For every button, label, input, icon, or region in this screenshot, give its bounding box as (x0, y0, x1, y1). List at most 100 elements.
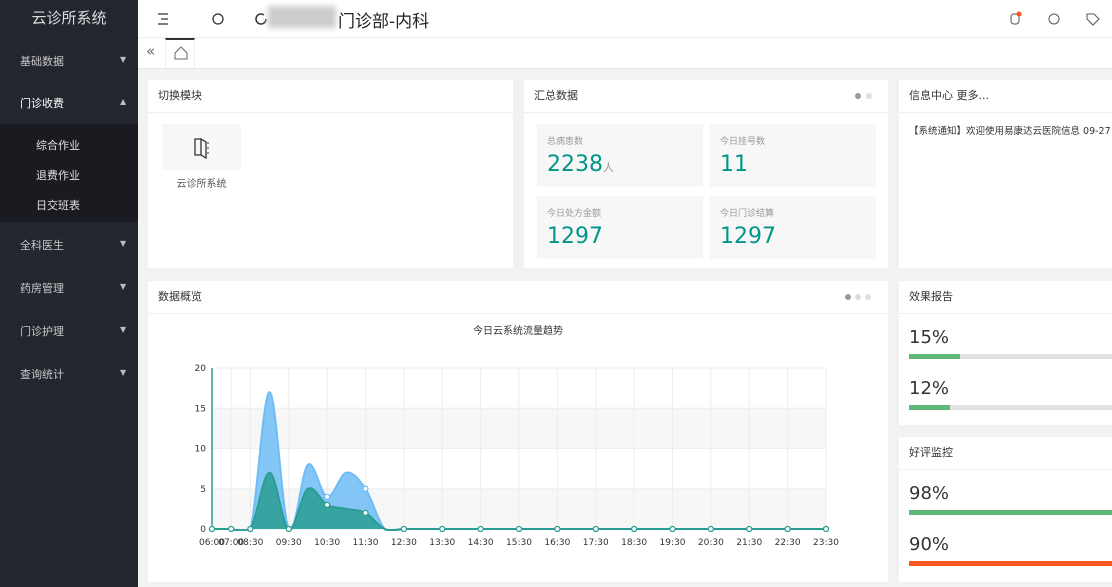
submenu: 综合作业 退费作业 日交班表 (0, 124, 138, 222)
point (822, 525, 830, 533)
x-tick-label: 19:30 (660, 538, 686, 548)
x-tick-label: 14:30 (468, 538, 494, 548)
stat-value: 1297 (547, 224, 603, 249)
info-card: 信息中心 更多... 【系统通知】欢迎使用易康达云医院信息 09-27 (899, 80, 1112, 268)
stat-box: 今日处方金额 1297 (537, 196, 703, 259)
area (212, 472, 826, 531)
menu-item[interactable]: 查询统计 (20, 368, 64, 381)
divider (899, 469, 1112, 470)
stat-box: 今日挂号数 11 (710, 124, 876, 187)
x-tick-label: 09:30 (276, 538, 302, 548)
caret: ▲ (120, 97, 127, 106)
x-tick-label: 21:30 (736, 538, 762, 548)
stat-box: 今日门诊结算 1297 (710, 196, 876, 259)
x-tick-label: 10:30 (314, 538, 340, 548)
card-title: 数据概览 (158, 290, 202, 303)
menu-item[interactable]: 门诊收费 (20, 97, 64, 110)
x-tick-label: 11:30 (353, 538, 379, 548)
header: 门诊部-内科 (138, 0, 1112, 38)
percent-label: 12% (909, 378, 950, 399)
point (228, 525, 235, 533)
progress-track (909, 354, 1112, 359)
percent-label: 90% (909, 534, 950, 555)
card-title[interactable]: 信息中心 更多... (909, 89, 989, 102)
x-tick-label: 15:30 (506, 538, 532, 548)
dot[interactable] (866, 93, 872, 99)
progress-fill (909, 561, 1112, 566)
module-icon[interactable] (162, 124, 241, 170)
blurred-text (268, 6, 336, 28)
point (669, 525, 676, 533)
message[interactable]: 【系统通知】欢迎使用易康达云医院信息 09-27 (909, 126, 1111, 137)
divider (899, 313, 1112, 314)
stat-label: 今日门诊结算 (720, 209, 775, 219)
point (400, 525, 407, 533)
tab-bar: « (138, 38, 1112, 69)
x-tick-label: 18:30 (621, 538, 647, 548)
tab-scroll[interactable]: « (146, 42, 156, 60)
app-title: 云诊所系统 (31, 9, 107, 27)
stat-number: 2238 (547, 152, 603, 177)
point (515, 525, 523, 533)
progress-track (909, 561, 1112, 566)
home-tab[interactable] (165, 38, 195, 68)
x-tick-label: 13:30 (429, 538, 455, 548)
caret: ▼ (120, 325, 127, 334)
module-card: 切换模块 云诊所系统 (148, 80, 513, 268)
chart-title: 今日云系统流量趋势 (473, 324, 563, 337)
stat-value: 2238人 (547, 152, 614, 177)
menu-item[interactable]: 全科医生 (20, 239, 64, 252)
submenu-item[interactable]: 综合作业 (36, 139, 80, 152)
card-title: 汇总数据 (534, 89, 578, 102)
percent-label: 15% (909, 327, 950, 348)
dot[interactable] (855, 93, 861, 99)
x-tick-label: 08:30 (237, 538, 263, 548)
y-tick-label: 20 (195, 364, 207, 374)
area (212, 392, 826, 531)
progress-track (909, 510, 1112, 515)
point (592, 525, 599, 533)
stat-label: 总病患数 (547, 137, 584, 147)
module-label[interactable]: 云诊所系统 (176, 179, 227, 190)
point (554, 525, 561, 533)
stat-label: 今日挂号数 (720, 137, 766, 147)
point (324, 493, 331, 500)
point (247, 525, 254, 533)
point (439, 525, 446, 533)
header-tools[interactable] (1008, 11, 1108, 27)
percent-label: 98% (909, 483, 950, 504)
header-icons (158, 13, 267, 25)
stat-value: 11 (720, 152, 748, 177)
x-tick-label: 23:30 (813, 538, 839, 548)
menu-item[interactable]: 药房管理 (20, 282, 64, 295)
dot[interactable] (865, 294, 871, 300)
progress-fill (909, 354, 960, 359)
x-tick-label: 06:00 (199, 538, 225, 548)
dot[interactable] (845, 294, 851, 300)
point (362, 485, 369, 492)
caret: ▼ (120, 368, 127, 377)
y-tick-label: 10 (195, 445, 207, 455)
submenu-item[interactable]: 退费作业 (36, 169, 80, 182)
submenu-item[interactable]: 日交班表 (36, 199, 80, 212)
dot[interactable] (855, 294, 861, 300)
divider (148, 313, 888, 314)
point (477, 525, 484, 533)
summary-card: 汇总数据 总病患数 2238人 今日挂号数 11 今日处方金额 1297 今日门… (524, 80, 888, 268)
card-title: 切换模块 (158, 89, 202, 102)
caret: ▼ (120, 239, 127, 248)
menu-item[interactable]: 门诊护理 (20, 325, 64, 338)
stat-label: 今日处方金额 (547, 209, 602, 219)
y-tick-label: 5 (200, 485, 206, 495)
card-title: 效果报告 (909, 290, 953, 303)
progress-track (909, 405, 1112, 410)
menu-item[interactable]: 基础数据 (20, 55, 64, 68)
point (707, 525, 714, 533)
x-tick-label: 17:30 (583, 538, 609, 548)
progress-fill (909, 510, 1112, 515)
point (285, 525, 292, 533)
caret: ▼ (120, 282, 127, 291)
point (362, 509, 369, 516)
x-tick-label: 22:30 (775, 538, 801, 548)
